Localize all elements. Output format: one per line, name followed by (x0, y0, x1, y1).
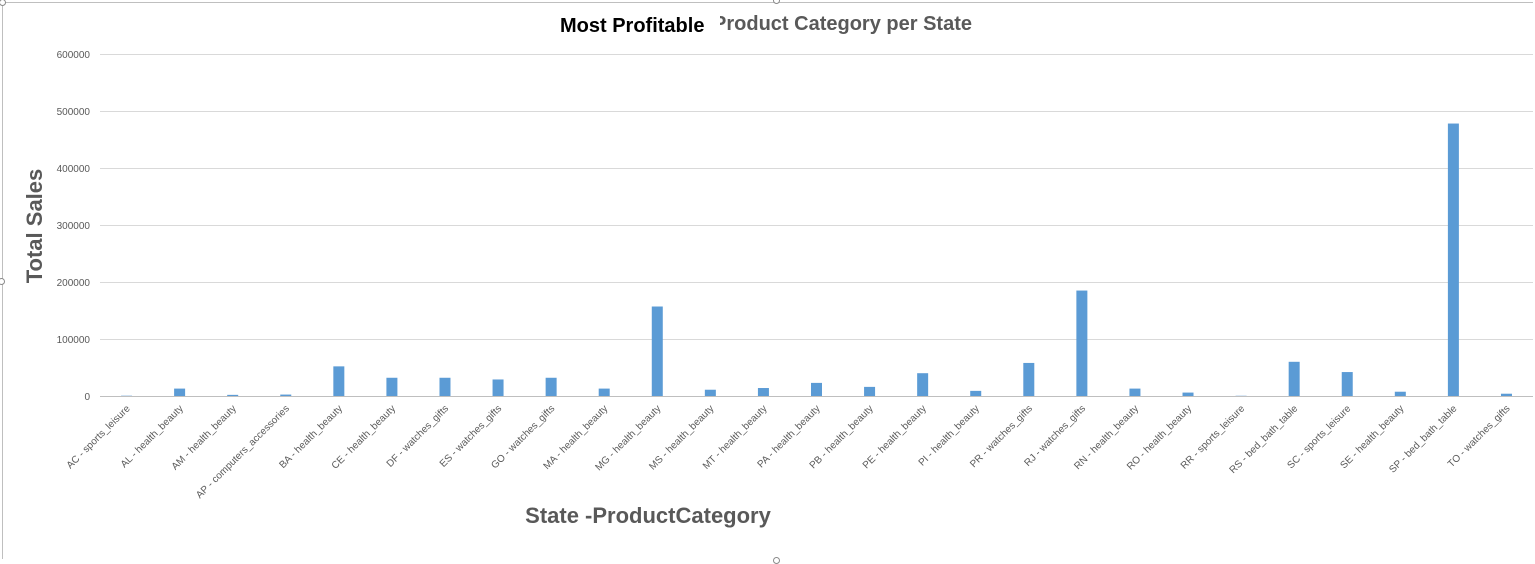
data-bar[interactable] (1289, 362, 1300, 396)
data-bar[interactable] (917, 373, 928, 396)
data-bar[interactable] (705, 390, 716, 396)
data-bar[interactable] (386, 378, 397, 396)
data-bar[interactable] (599, 389, 610, 396)
y-tick-label: 600000 (57, 50, 91, 61)
data-bar[interactable] (333, 366, 344, 396)
data-bar[interactable] (758, 388, 769, 396)
y-tick-label: 500000 (57, 107, 91, 118)
data-bar[interactable] (1342, 372, 1353, 396)
data-bar[interactable] (174, 389, 185, 396)
data-bar[interactable] (227, 395, 238, 396)
data-bar[interactable] (811, 383, 822, 396)
x-axis-title: State -ProductCategory (525, 503, 771, 529)
data-bar[interactable] (1501, 394, 1512, 396)
data-bar[interactable] (1076, 291, 1087, 396)
data-bar[interactable] (864, 387, 875, 396)
x-tick-label: AP - computers_accessories (194, 403, 292, 501)
data-bar[interactable] (1129, 389, 1140, 396)
y-axis-title: Total Sales (22, 169, 48, 284)
data-bar[interactable] (970, 391, 981, 396)
data-bar[interactable] (1183, 393, 1194, 396)
data-bar[interactable] (493, 379, 504, 396)
y-tick-label: 0 (84, 392, 90, 403)
y-tick-label: 200000 (57, 278, 91, 289)
y-tick-label: 300000 (57, 221, 91, 232)
data-bar[interactable] (546, 378, 557, 396)
data-bar[interactable] (280, 395, 291, 396)
y-tick-label: 100000 (57, 335, 91, 346)
data-bar[interactable] (1395, 392, 1406, 396)
y-tick-label: 400000 (57, 164, 91, 175)
data-bar[interactable] (439, 378, 450, 396)
data-bar[interactable] (1448, 124, 1459, 396)
data-bar[interactable] (652, 307, 663, 396)
data-bar[interactable] (1023, 363, 1034, 396)
